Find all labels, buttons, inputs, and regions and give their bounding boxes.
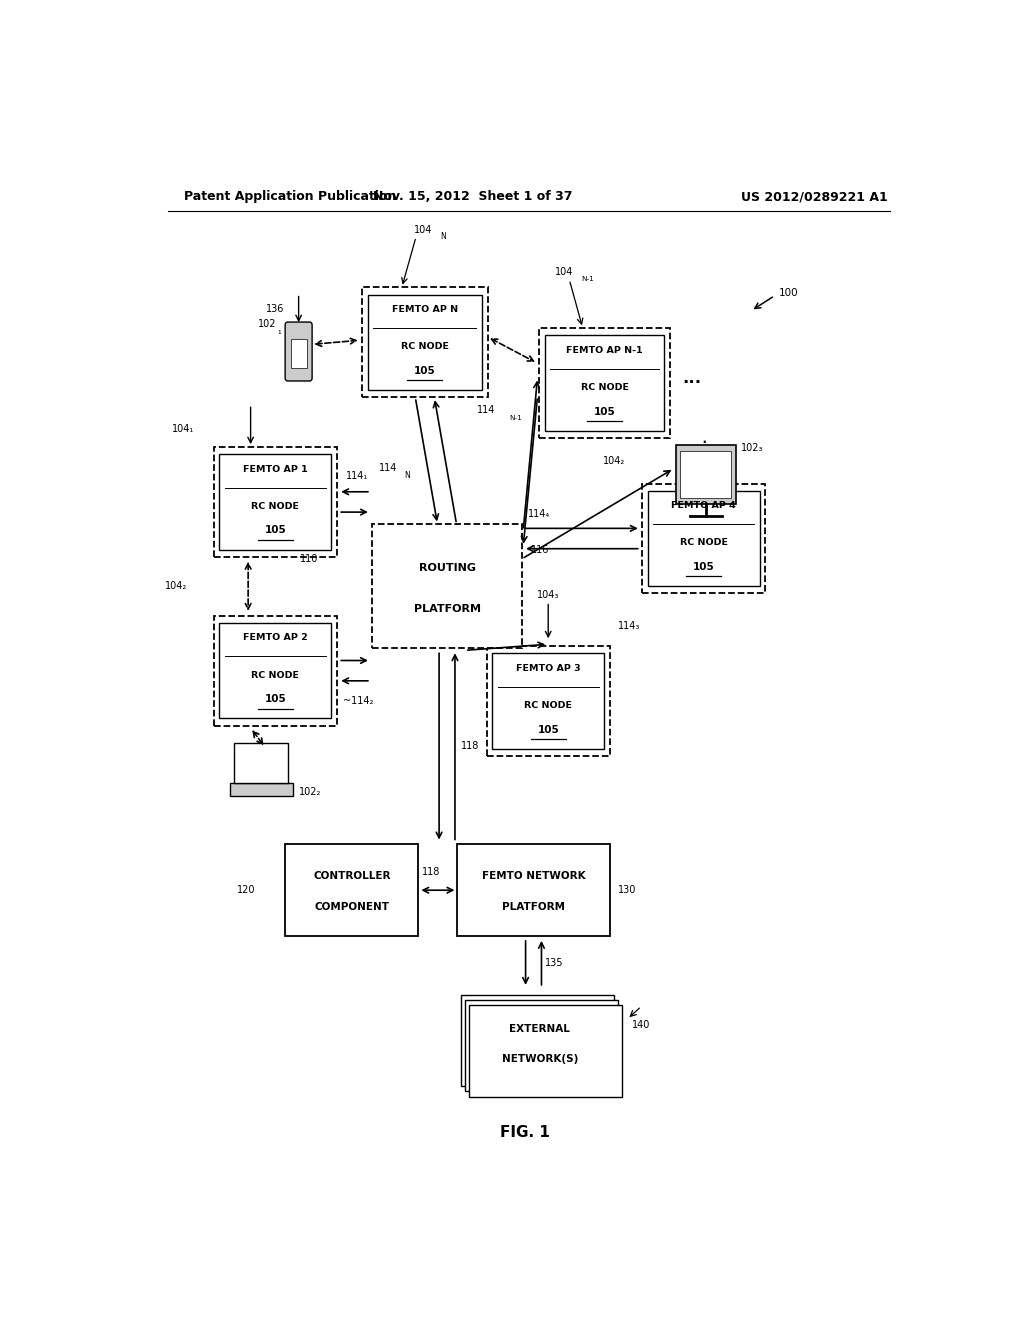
Text: RC NODE: RC NODE [251,502,299,511]
Text: 104₁: 104₁ [172,424,195,434]
Bar [285,845,419,936]
Bar [362,288,487,397]
Text: FEMTO AP 4: FEMTO AP 4 [672,502,736,510]
Text: 114₁: 114₁ [346,470,369,480]
Text: 105: 105 [538,725,559,735]
Text: Patent Application Publication: Patent Application Publication [183,190,396,203]
Text: FEMTO AP 1: FEMTO AP 1 [243,465,307,474]
Text: N: N [440,232,445,242]
Text: ···: ··· [682,374,701,392]
Text: N-1: N-1 [509,416,521,421]
Text: 114₃: 114₃ [617,620,640,631]
Text: 118: 118 [462,742,479,751]
Text: 114: 114 [379,463,397,474]
Bar [642,483,765,594]
Text: ⋮: ⋮ [694,438,714,458]
Text: 102: 102 [258,319,276,329]
Bar [461,995,613,1086]
Text: US 2012/0289221 A1: US 2012/0289221 A1 [741,190,888,203]
Bar [214,615,337,726]
Text: 104₂: 104₂ [165,581,186,591]
Bar [219,454,331,549]
FancyBboxPatch shape [285,322,312,381]
Text: 102₂: 102₂ [299,787,322,796]
Text: 105: 105 [594,407,615,417]
Text: 104: 104 [555,267,573,277]
Text: 105: 105 [264,694,286,704]
Text: FEMTO NETWORK: FEMTO NETWORK [481,871,586,882]
Text: RC NODE: RC NODE [524,701,572,710]
Text: 120: 120 [237,886,255,895]
Bar [539,329,670,438]
Text: N-1: N-1 [582,276,594,282]
Text: PLATFORM: PLATFORM [414,603,480,614]
Text: 130: 130 [617,886,636,895]
Text: 104₃: 104₃ [537,590,559,601]
Text: 104: 104 [414,224,432,235]
Bar [368,294,482,391]
Text: FEMTO AP 3: FEMTO AP 3 [516,664,581,673]
Text: RC NODE: RC NODE [581,383,629,392]
Bar [219,623,331,718]
Text: FEMTO AP N-1: FEMTO AP N-1 [566,346,643,355]
Text: EXTERNAL: EXTERNAL [510,1024,570,1034]
Bar [214,447,337,557]
Text: FEMTO AP 2: FEMTO AP 2 [243,634,307,643]
Text: 110: 110 [300,554,318,564]
Text: 140: 140 [632,1019,650,1030]
Bar [234,743,289,784]
Text: CONTROLLER: CONTROLLER [313,871,390,882]
Bar [465,1001,617,1092]
Text: NETWORK(S): NETWORK(S) [502,1055,579,1064]
Bar [373,524,521,648]
Text: PLATFORM: PLATFORM [502,902,565,912]
Bar [486,647,609,756]
Text: 114₄: 114₄ [528,510,550,519]
Text: 105: 105 [414,366,435,376]
Bar [676,445,736,504]
Text: FEMTO AP N: FEMTO AP N [392,305,458,314]
Text: Nov. 15, 2012  Sheet 1 of 37: Nov. 15, 2012 Sheet 1 of 37 [374,190,573,203]
Text: 135: 135 [545,958,563,968]
Bar [545,335,665,430]
Text: FIG. 1: FIG. 1 [500,1125,550,1139]
Text: 116: 116 [531,545,550,556]
Bar [229,784,293,796]
Text: RC NODE: RC NODE [400,342,449,351]
Bar [493,653,604,748]
Bar [291,339,306,368]
Text: 114: 114 [477,405,496,416]
Text: 118: 118 [422,867,440,876]
Bar [458,845,609,936]
Text: 102₃: 102₃ [741,444,764,453]
Text: 136: 136 [266,304,285,314]
Text: RC NODE: RC NODE [680,539,728,548]
Text: 104₂: 104₂ [602,457,625,466]
Text: ROUTING: ROUTING [419,562,475,573]
Text: 100: 100 [778,288,799,297]
Bar [680,451,731,498]
Text: COMPONENT: COMPONENT [314,902,389,912]
Text: RC NODE: RC NODE [251,671,299,680]
Text: 105: 105 [264,525,286,536]
Text: ₁: ₁ [278,326,282,335]
Bar [469,1005,622,1097]
Text: N: N [404,471,410,480]
Text: ~114₂: ~114₂ [343,696,374,706]
Bar [648,491,760,586]
Text: 105: 105 [693,562,715,572]
